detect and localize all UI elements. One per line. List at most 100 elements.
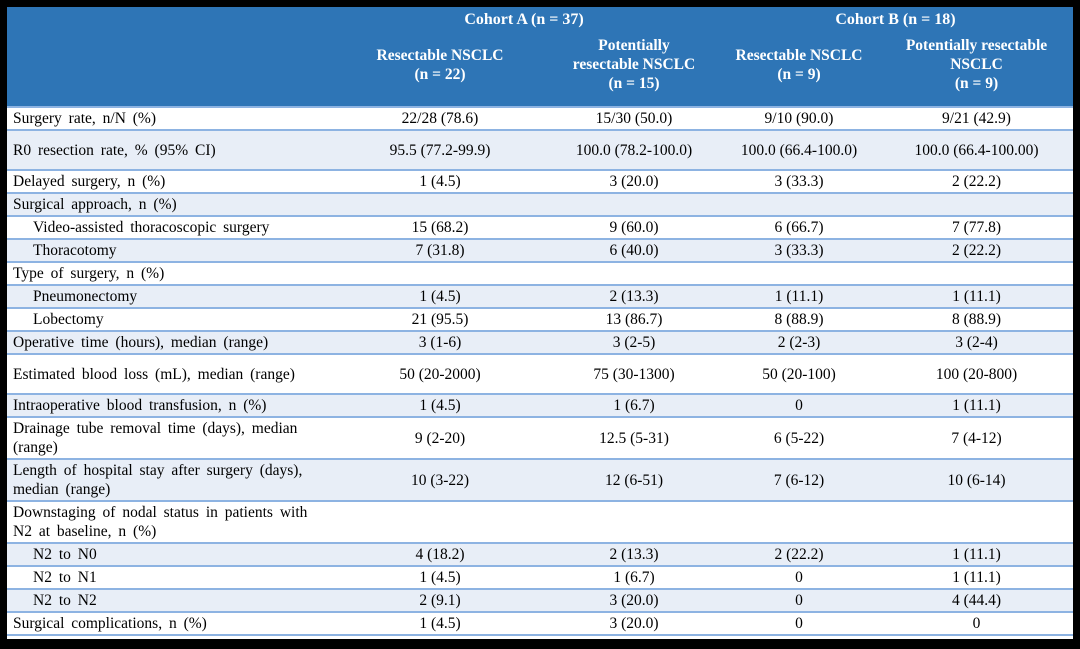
cell-value: 7 (77.8) [880,215,1073,239]
cell-value: 100.0 (66.4-100.0) [718,129,880,170]
table-row: Delayed surgery, n (%) 1 (4.5) 3 (20.0) 3 (… [7,169,1073,193]
cell-value: 2 (22.2) [880,169,1073,193]
cell-value: 95.5 (77.2-99.9) [330,129,550,170]
cell-value: 21 (95.5) [330,307,550,331]
cell-value [330,261,550,285]
header-cohort-a: Cohort A (n = 37) [330,7,718,29]
cell-value: 1 (11.1) [880,542,1073,566]
cell-value: 6 (66.7) [718,215,880,239]
cell-value: 3 (20.0) [550,588,718,612]
cell-value: 6 (5-22) [718,416,880,459]
table-row: Lobectomy 21 (95.5) 13 (86.7) 8 (88.9) 8 (88… [7,307,1073,331]
header-subgroup-row: Resectable NSCLC (n = 22) Potentially re… [7,29,1073,107]
cell-value: 50 (20-2000) [330,353,550,394]
cell-value: 2 (2-3) [718,330,880,354]
cell-value: 100 (20-800) [880,353,1073,394]
row-label: Pneumonectomy [7,284,330,308]
header-cohort-a-potentially-resectable: Potentially resectable NSCLC (n = 15) [550,29,718,107]
cell-value: 10 (6-14) [880,458,1073,501]
cell-value: 2 (22.2) [718,542,880,566]
cell-value: 1 (6.7) [550,565,718,589]
cell-value: 22/28 (78.6) [330,106,550,130]
cell-value [330,192,550,216]
cell-value: 10 (3-22) [330,458,550,501]
cell-value: 15 (68.2) [330,215,550,239]
row-label: Surgery rate, n/N (%) [7,106,330,130]
table-row: Video-assisted thoracoscopic surgery 15 (… [7,215,1073,239]
cell-value: 9 (60.0) [550,215,718,239]
cell-value: 1 (11.1) [718,284,880,308]
cell-value: 50 (20-100) [718,353,880,394]
cell-value: 1 (4.5) [330,169,550,193]
cell-value: 0 [718,393,880,417]
cell-value: 1 (4.5) [330,393,550,417]
cell-value: 1 (11.1) [880,393,1073,417]
row-label: Thoracotomy [7,238,330,262]
cell-value: 7 (4-12) [880,416,1073,459]
section-row: Downstaging of nodal status in patients … [7,500,1073,543]
cell-value: 2 (9.1) [330,588,550,612]
outcomes-table-container: Cohort A (n = 37) Cohort B (n = 18) Rese… [7,7,1073,639]
cell-value: 75 (30-1300) [550,353,718,394]
cell-value [880,192,1073,216]
table-row: Intraoperative blood transfusion, n (%) 1… [7,393,1073,417]
table-row: Operative time (hours), median (range) 3 … [7,330,1073,354]
header-cohort-b: Cohort B (n = 18) [718,7,1073,29]
cell-value: 2 (13.3) [550,284,718,308]
row-label: N2 to N2 [7,588,330,612]
cell-value: 3 (1-6) [330,330,550,354]
table-row: Length of hospital stay after surgery (d… [7,458,1073,501]
cell-value: 6 (40.0) [550,238,718,262]
row-label: Lobectomy [7,307,330,331]
cell-value: 9/21 (42.9) [880,106,1073,130]
cell-value: 4 (44.4) [880,588,1073,612]
cell-value: 12.5 (5-31) [550,416,718,459]
cell-value: 1 (11.1) [880,284,1073,308]
cell-value: 2 (13.3) [550,542,718,566]
cell-value [718,192,880,216]
cell-value [880,261,1073,285]
table-row: R0 resection rate, % (95% CI) 95.5 (77.2-… [7,129,1073,170]
row-label: Drainage tube removal time (days), media… [7,416,330,459]
cell-value: 100.0 (66.4-100.00) [880,129,1073,170]
row-label: Surgical complications, n (%) [7,611,330,635]
cell-value: 9/10 (90.0) [718,106,880,130]
cell-value [550,261,718,285]
cell-value: 0 [718,611,880,635]
cell-value: 7 (31.8) [330,238,550,262]
cell-value [550,192,718,216]
cell-value: 9 (2-20) [330,416,550,459]
header-cohort-b-resectable: Resectable NSCLC (n = 9) [718,29,880,107]
table-body: Surgery rate, n/N (%) 22/28 (78.6) 15/30 (… [7,106,1073,635]
cell-value: 2 (22.2) [880,238,1073,262]
table-header: Cohort A (n = 37) Cohort B (n = 18) Rese… [7,7,1073,107]
row-label: N2 to N1 [7,565,330,589]
row-label: Operative time (hours), median (range) [7,330,330,354]
cell-value: 8 (88.9) [880,307,1073,331]
cell-value: 100.0 (78.2-100.0) [550,129,718,170]
row-label: Type of surgery, n (%) [7,261,330,285]
cell-value: 3 (2-4) [880,330,1073,354]
cell-value: 1 (4.5) [330,565,550,589]
cell-value: 1 (4.5) [330,611,550,635]
table-row: Thoracotomy 7 (31.8) 6 (40.0) 3 (33.3) 2 (22… [7,238,1073,262]
row-label: Estimated blood loss (mL), median (range… [7,353,330,394]
row-label: Length of hospital stay after surgery (d… [7,458,330,501]
table-row: Surgery rate, n/N (%) 22/28 (78.6) 15/30 (… [7,106,1073,130]
cell-value: 8 (88.9) [718,307,880,331]
cell-value: 3 (20.0) [550,169,718,193]
header-label-cell [7,29,330,107]
cell-value: 4 (18.2) [330,542,550,566]
section-row: Type of surgery, n (%) [7,261,1073,285]
cell-value: 3 (33.3) [718,238,880,262]
row-label: Delayed surgery, n (%) [7,169,330,193]
header-corner-cell [7,7,330,29]
header-cohort-a-resectable: Resectable NSCLC (n = 22) [330,29,550,107]
cell-value: 12 (6-51) [550,458,718,501]
cell-value: 0 [880,611,1073,635]
surgical-outcomes-table: Cohort A (n = 37) Cohort B (n = 18) Rese… [7,7,1073,636]
cell-value: 0 [718,565,880,589]
cell-value: 1 (6.7) [550,393,718,417]
row-label: Video-assisted thoracoscopic surgery [7,215,330,239]
